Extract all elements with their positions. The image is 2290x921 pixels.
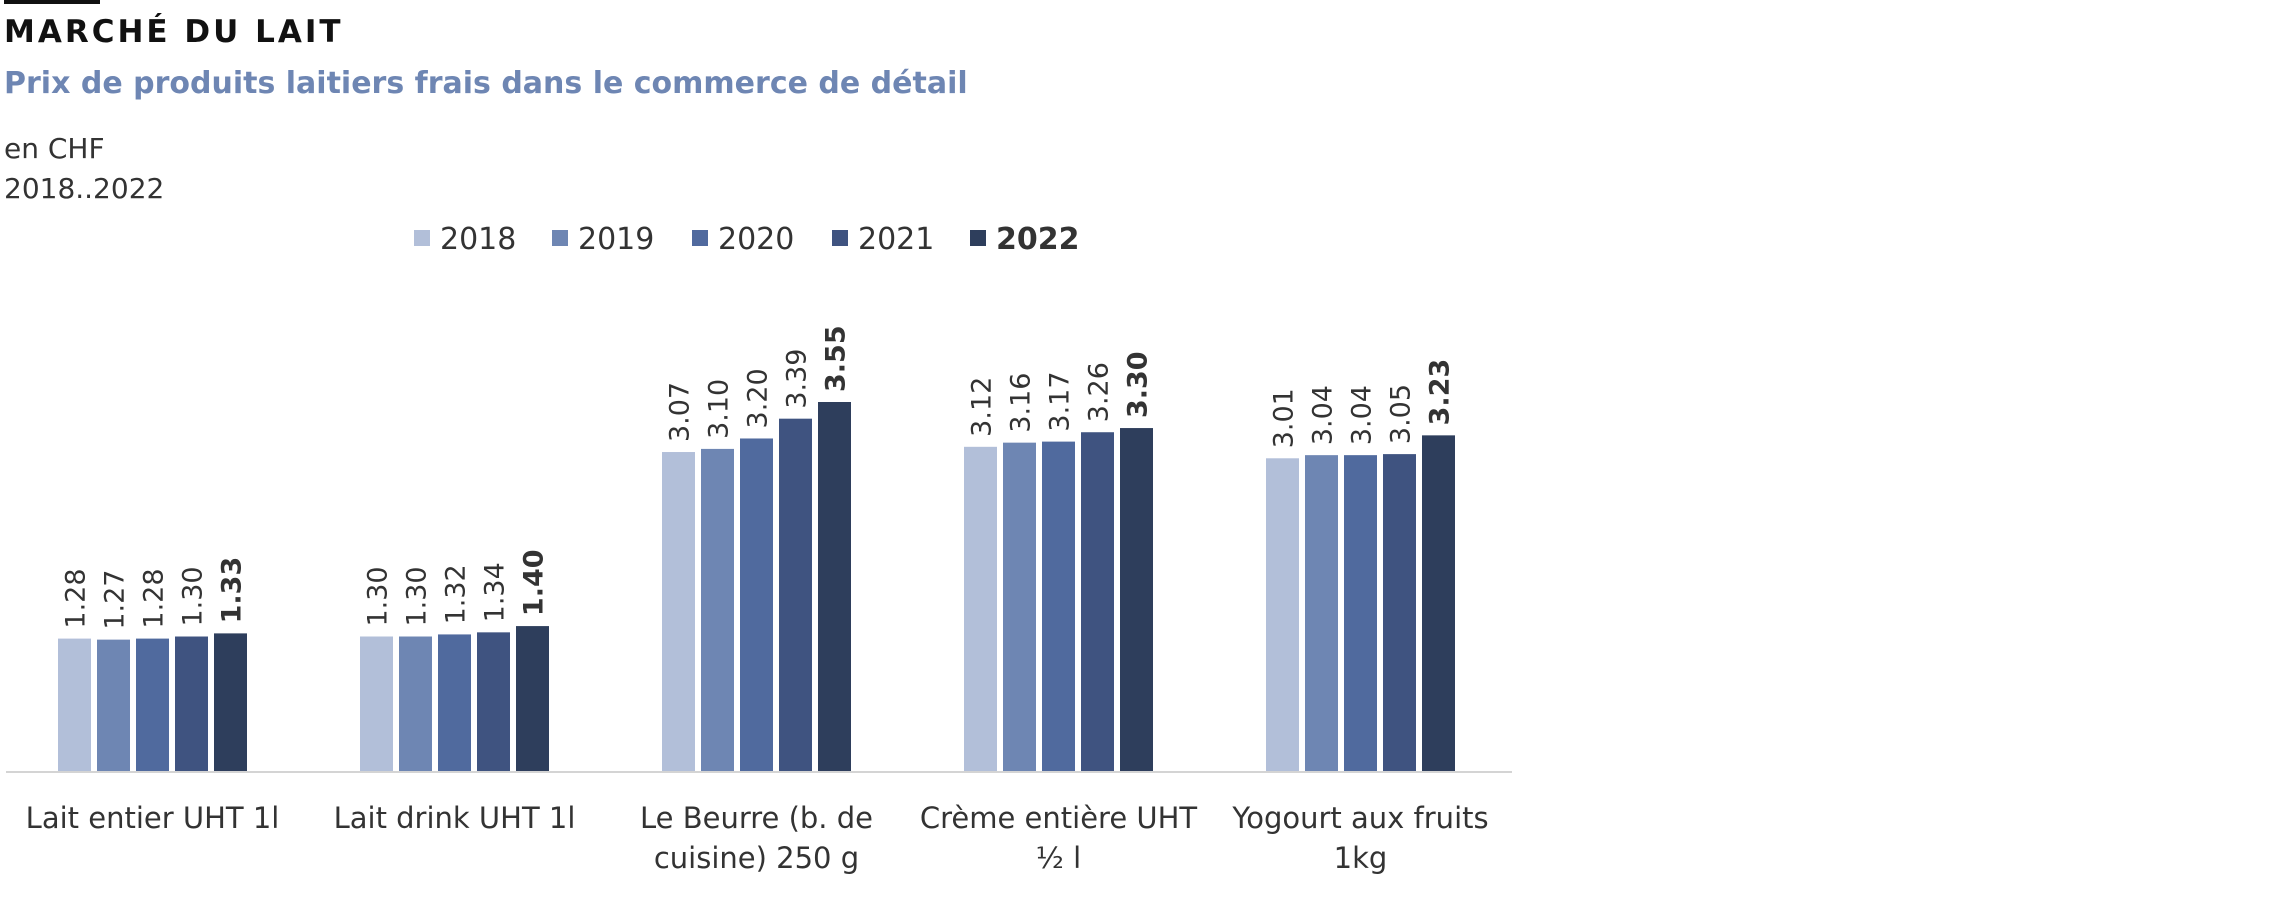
category-label-0-line-0: Lait entier UHT 1l: [26, 801, 280, 835]
bar-2019-cat-0: [97, 639, 130, 772]
legend-label-2018: 2018: [440, 222, 516, 257]
value-label-2021-cat-0: 1.30: [178, 566, 209, 626]
category-label-2-line-0: Le Beurre (b. de: [640, 801, 873, 835]
chart-legend: 2018 2019 2020 2021 2022: [414, 222, 1080, 257]
value-label-2021-cat-3: 3.26: [1084, 362, 1115, 422]
bar-2021-cat-0: [175, 636, 208, 772]
value-label-2019-cat-1: 1.30: [402, 566, 433, 626]
bar-2018-cat-2: [662, 452, 695, 772]
value-label-2018-cat-1: 1.30: [363, 566, 394, 626]
value-label-2021-cat-1: 1.34: [480, 562, 511, 622]
title-rule: [4, 0, 100, 4]
value-label-2021-cat-2: 3.39: [782, 349, 813, 409]
value-label-2019-cat-0: 1.27: [100, 570, 131, 630]
value-label-2020-cat-3: 3.17: [1045, 371, 1076, 431]
value-label-2019-cat-2: 3.10: [704, 379, 735, 439]
value-label-2020-cat-2: 3.20: [743, 368, 774, 428]
chart-subtitle: Prix de produits laitiers frais dans le …: [4, 66, 968, 101]
legend-label-2021: 2021: [858, 222, 934, 257]
bar-2018-cat-0: [58, 638, 91, 772]
chart-category-labels: Lait entier UHT 1l Lait drink UHT 1l Le Be…: [26, 801, 1489, 875]
legend-label-2022: 2022: [996, 222, 1080, 257]
value-label-2020-cat-1: 1.32: [441, 564, 472, 624]
value-label-2018-cat-2: 3.07: [665, 382, 696, 442]
chart-value-labels: 1.28 1.27 1.28 1.30 1.33 1.30 1.30 1.32 1.34 1.40…: [61, 325, 1456, 629]
period-label: 2018..2022: [4, 172, 165, 205]
bar-2019-cat-1: [399, 636, 432, 772]
bar-2022-cat-4: [1422, 435, 1455, 772]
bar-2022-cat-2: [818, 402, 851, 772]
value-label-2020-cat-0: 1.28: [139, 568, 170, 628]
legend-label-2020: 2020: [718, 222, 794, 257]
category-label-3-line-1: ½ l: [1036, 841, 1081, 875]
bar-2019-cat-3: [1003, 442, 1036, 772]
legend-swatch-2020: [692, 230, 708, 246]
value-label-2019-cat-4: 3.04: [1308, 385, 1339, 445]
bar-2021-cat-3: [1081, 432, 1114, 772]
value-label-2022-cat-0: 1.33: [217, 557, 248, 624]
bar-2020-cat-0: [136, 638, 169, 772]
bar-2020-cat-2: [740, 438, 773, 772]
bar-2021-cat-1: [477, 632, 510, 772]
bar-2022-cat-0: [214, 633, 247, 772]
legend-swatch-2018: [414, 230, 430, 246]
value-label-2022-cat-2: 3.55: [821, 325, 852, 392]
bar-2022-cat-1: [516, 626, 549, 772]
chart-bars: [58, 402, 1455, 772]
value-label-2018-cat-3: 3.12: [967, 377, 998, 437]
bar-2018-cat-4: [1266, 458, 1299, 772]
bar-2019-cat-2: [701, 448, 734, 772]
value-label-2022-cat-4: 3.23: [1425, 359, 1456, 426]
category-label-2-line-1: cuisine) 250 g: [654, 841, 859, 875]
value-label-2022-cat-1: 1.40: [519, 549, 550, 616]
bar-2021-cat-4: [1383, 454, 1416, 772]
value-label-2021-cat-4: 3.05: [1386, 384, 1417, 444]
legend-label-2019: 2019: [578, 222, 654, 257]
bar-2018-cat-3: [964, 446, 997, 772]
category-label-4-line-0: Yogourt aux fruits: [1231, 801, 1488, 835]
category-label-3-line-0: Crème entière UHT: [920, 801, 1198, 835]
value-label-2020-cat-4: 3.04: [1347, 385, 1378, 445]
value-label-2018-cat-0: 1.28: [61, 568, 92, 628]
bar-2020-cat-4: [1344, 455, 1377, 772]
category-label-1-line-0: Lait drink UHT 1l: [334, 801, 576, 835]
value-label-2019-cat-3: 3.16: [1006, 373, 1037, 433]
unit-label: en CHF: [4, 132, 105, 165]
category-label-4-line-1: 1kg: [1334, 841, 1388, 875]
legend-swatch-2019: [552, 230, 568, 246]
legend-swatch-2021: [832, 230, 848, 246]
value-label-2018-cat-4: 3.01: [1269, 388, 1300, 448]
page-title: MARCHÉ DU LAIT: [4, 14, 344, 50]
bar-2020-cat-1: [438, 634, 471, 772]
bar-2021-cat-2: [779, 418, 812, 772]
bar-2018-cat-1: [360, 636, 393, 772]
bar-2022-cat-3: [1120, 428, 1153, 772]
bar-2019-cat-4: [1305, 455, 1338, 772]
legend-swatch-2022: [970, 230, 986, 246]
value-label-2022-cat-3: 3.30: [1123, 351, 1154, 418]
bar-2020-cat-3: [1042, 441, 1075, 772]
